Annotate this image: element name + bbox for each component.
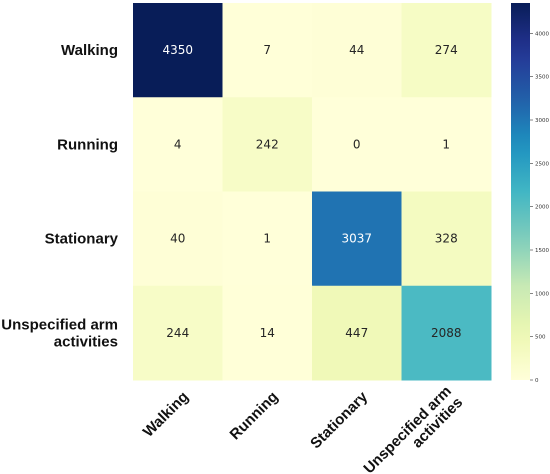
cell-value-label: 14 <box>260 326 275 340</box>
colorbar-tick-label: 1500 <box>535 248 549 254</box>
colorbar-tick-label: 2500 <box>535 161 549 167</box>
heatmap-cell <box>312 191 402 287</box>
heatmap-cell <box>222 191 313 287</box>
colorbar-tick-label: 500 <box>535 335 546 341</box>
cell-value-label: 2088 <box>431 326 462 340</box>
column-label: Unspecified armactivities <box>360 383 466 474</box>
colorbar-tick-label: 3500 <box>535 75 549 81</box>
cell-value-label: 44 <box>349 43 364 57</box>
colorbar-tick-label: 1000 <box>535 291 549 297</box>
column-label: Running <box>227 388 282 443</box>
heatmap-cells: 4350 7 44 274 4 242 0 1 40 1 3037 328 244 14 447 2088 <box>133 3 492 381</box>
cell-value-label: 40 <box>170 232 185 246</box>
cell-value-label: 4 <box>174 137 182 151</box>
heatmap-cell <box>312 3 402 98</box>
heatmap-cell <box>312 285 402 381</box>
cell-value-label: 1 <box>442 137 450 151</box>
heatmap-cell <box>133 3 223 98</box>
heatmap-cell <box>312 97 402 192</box>
colorbar-tick-label: 4000 <box>535 31 549 37</box>
heatmap-cell <box>401 3 492 98</box>
cell-value-label: 274 <box>435 43 458 57</box>
heatmap-cell <box>133 191 223 287</box>
cell-value-label: 328 <box>435 232 458 246</box>
heatmap-cell <box>133 285 223 381</box>
heatmap-cell <box>401 191 492 287</box>
heatmap-cell <box>222 97 313 192</box>
row-label: Stationary <box>45 231 119 248</box>
column-label: Stationary <box>307 388 371 452</box>
heatmap-cell <box>401 285 492 381</box>
cell-value-label: 3037 <box>341 232 372 246</box>
heatmap-cell <box>401 97 492 192</box>
cell-value-label: 4350 <box>162 43 193 57</box>
cell-value-label: 244 <box>166 326 189 340</box>
heatmap-cell <box>222 285 313 381</box>
row-label: Unspecified arm activities <box>1 316 118 350</box>
colorbar-tick-label: 3000 <box>535 118 549 124</box>
heatmap-cell <box>133 97 223 192</box>
row-labels: Walking Running Stationary Unspecified arm a… <box>1 42 118 350</box>
colorbar-tick-label: 0 <box>535 378 539 384</box>
colorbar-tick-label: 2000 <box>535 205 549 211</box>
row-label: Running <box>57 136 118 153</box>
heatmap-cell <box>222 3 313 98</box>
cell-value-label: 447 <box>345 326 368 340</box>
cell-value-label: 1 <box>263 232 271 246</box>
cell-value-label: 242 <box>256 137 279 151</box>
colorbar-gradient <box>511 3 530 380</box>
row-label: Walking <box>61 42 118 59</box>
cell-value-label: 0 <box>353 137 361 151</box>
cell-value-label: 7 <box>263 43 271 57</box>
colorbar: 0 500 1000 1500 2000 2500 3000 3500 4000 <box>511 3 549 384</box>
column-label: Walking <box>140 388 192 440</box>
